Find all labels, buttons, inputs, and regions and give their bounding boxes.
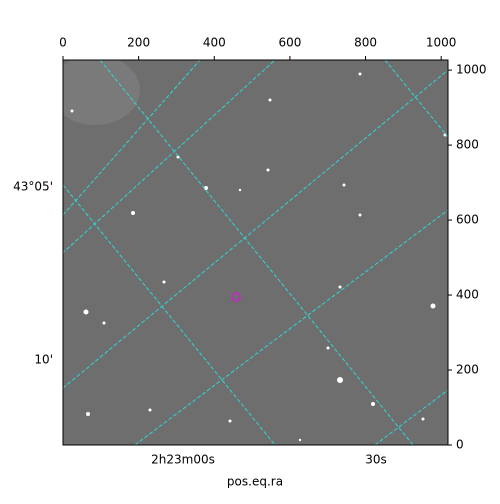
- image-content: [63, 60, 448, 445]
- x-tick-label: 0: [59, 36, 67, 50]
- x-tick-label: 600: [278, 36, 301, 50]
- ra-label: 30s: [365, 453, 387, 467]
- x-tick-label: 200: [127, 36, 150, 50]
- y-tick-label: 200: [456, 363, 479, 377]
- y-tick-label: 600: [456, 213, 479, 227]
- dec-label: 43°05': [13, 180, 53, 194]
- y-tick-label: 1000: [456, 63, 487, 77]
- y-tick-label: 800: [456, 138, 479, 152]
- y-tick-label: 400: [456, 288, 479, 302]
- x-axis-label: pos.eq.ra: [227, 475, 283, 489]
- sky-image: [63, 60, 448, 445]
- dec-label: 10': [34, 353, 53, 367]
- ra-label: 2h23m00s: [151, 453, 215, 467]
- x-tick-label: 800: [354, 36, 377, 50]
- stars: [70, 72, 447, 442]
- target-marker: [231, 292, 241, 302]
- y-tick-label: 0: [456, 438, 464, 452]
- x-tick-label: 400: [203, 36, 226, 50]
- frame: [62, 59, 449, 446]
- x-tick-label: 1000: [426, 36, 457, 50]
